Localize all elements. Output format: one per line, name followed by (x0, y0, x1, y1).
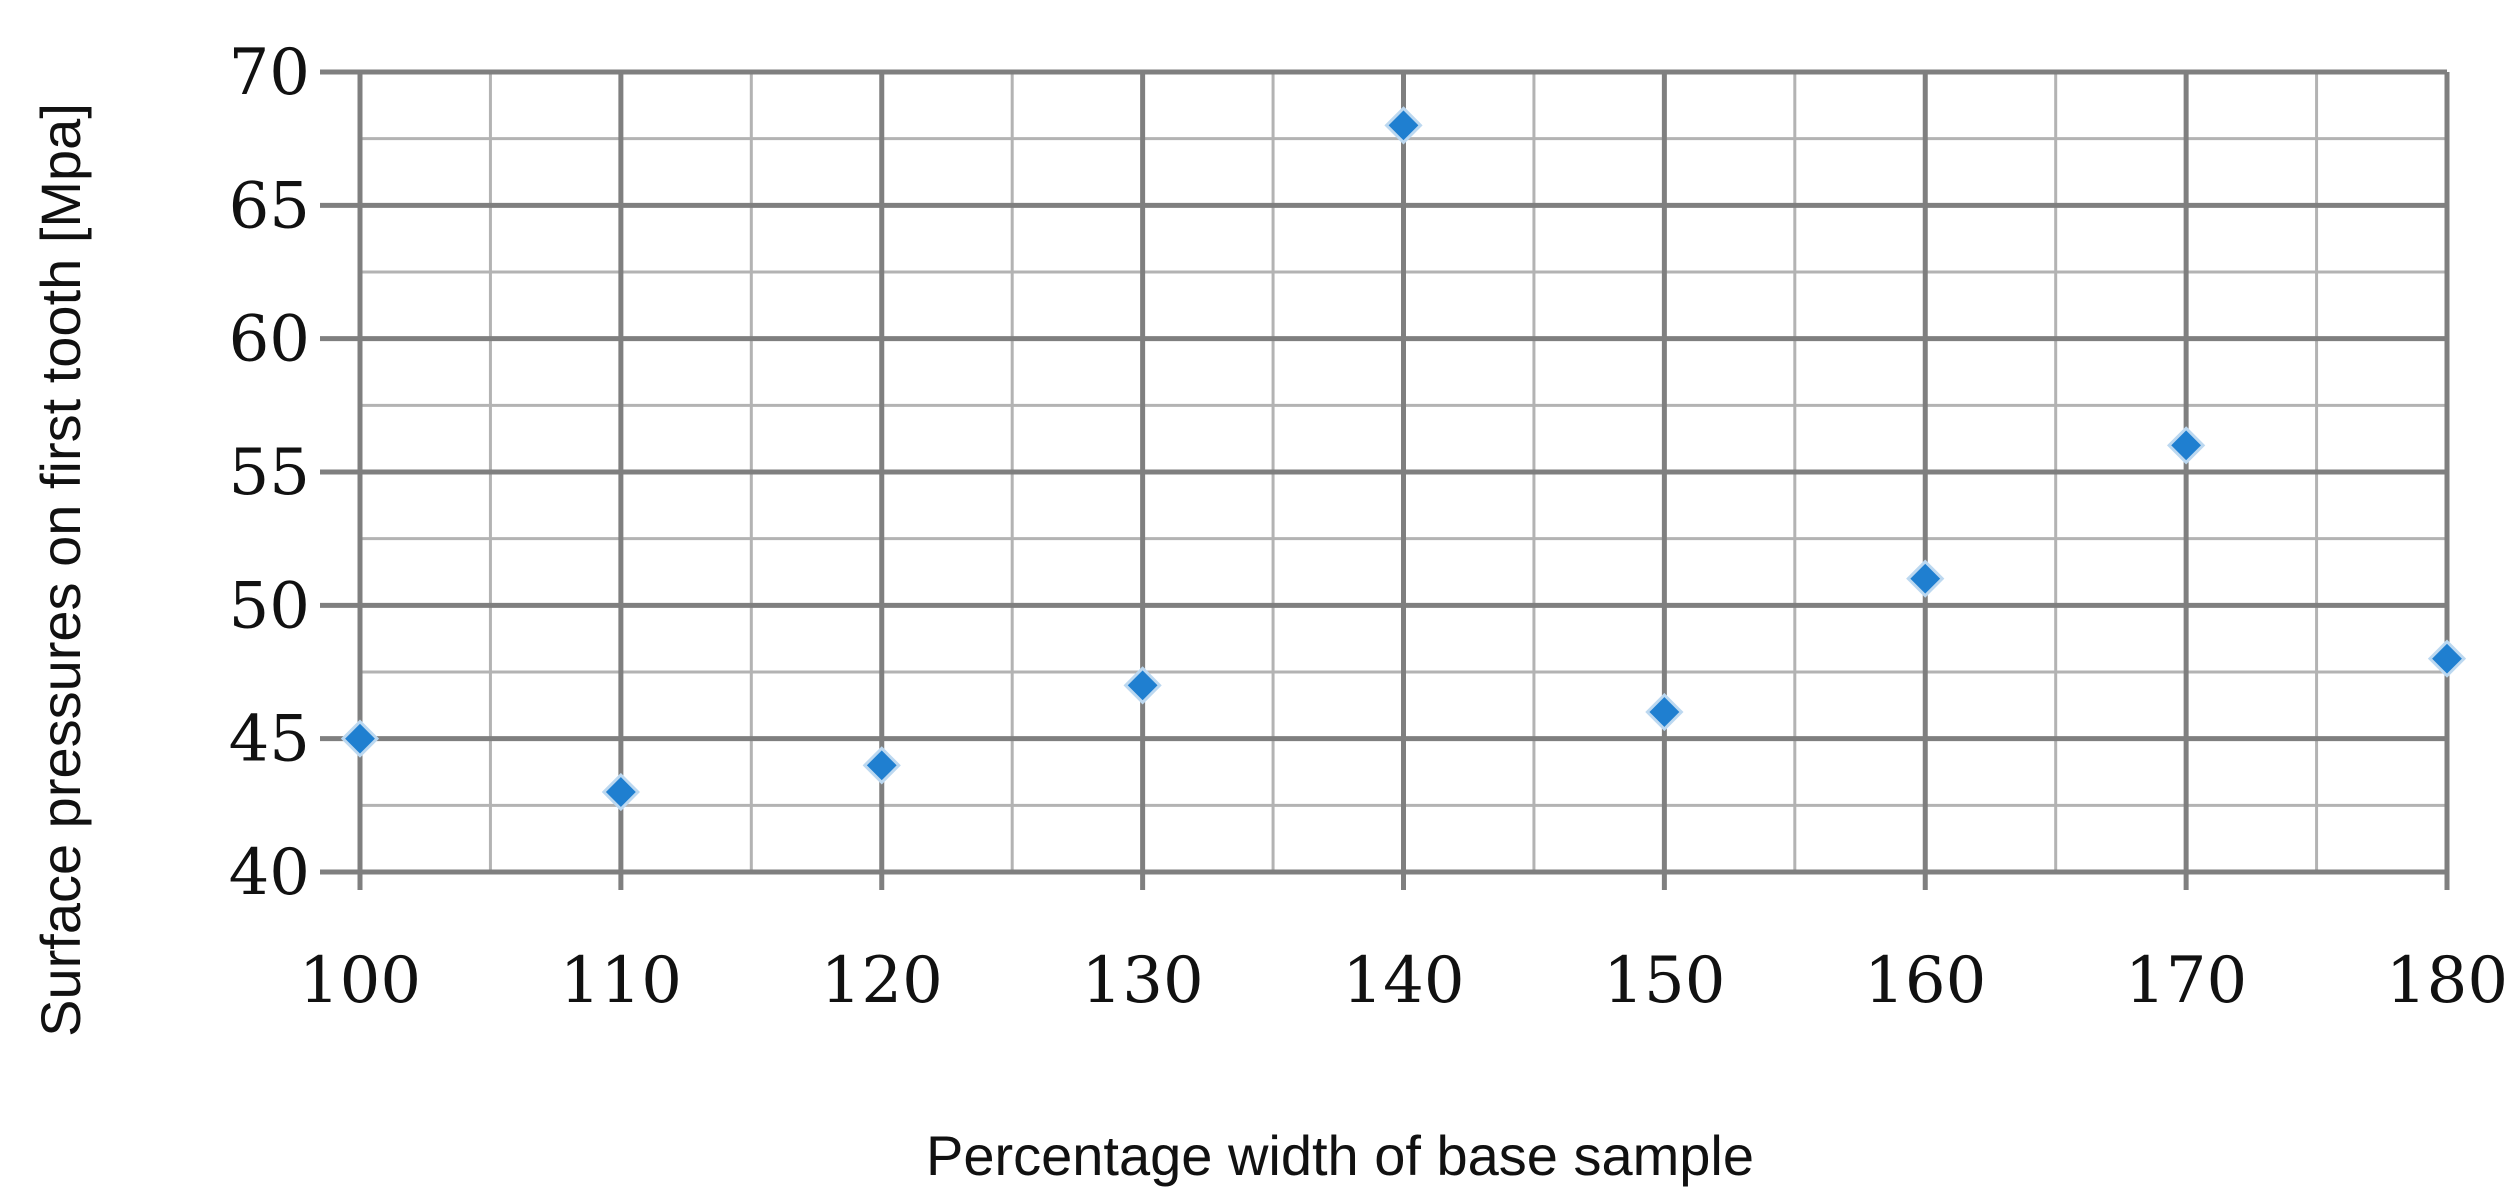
data-point (1906, 559, 1945, 598)
x-tick-label: 130 (1082, 944, 1204, 1018)
data-points (340, 106, 2467, 812)
x-tick-label: 140 (1342, 944, 1464, 1018)
y-tick-label: 50 (229, 569, 310, 643)
x-axis-title: Percentage width of base sample (926, 1124, 1754, 1187)
data-point (1645, 692, 1684, 732)
x-tick-label: 110 (560, 944, 682, 1018)
data-point (340, 719, 380, 758)
y-axis-title: Surface pressures on first tooth [Mpa] (29, 103, 92, 1037)
data-point (2167, 426, 2206, 465)
y-tick-label: 70 (229, 36, 310, 110)
y-axis-ticks: 40 45 50 55 60 65 70 (229, 36, 310, 910)
data-point (1123, 666, 1162, 705)
y-tick-label: 55 (229, 436, 310, 510)
y-tick-label: 60 (229, 303, 310, 377)
chart-grid (320, 69, 2450, 890)
data-point (601, 772, 640, 812)
x-tick-label: 150 (1603, 944, 1725, 1018)
x-tick-label: 180 (2386, 944, 2508, 1018)
x-axis-ticks: 100 110 120 130 140 150 160 170 180 (299, 944, 2508, 1018)
y-tick-label: 65 (229, 169, 310, 243)
y-tick-label: 45 (229, 703, 310, 777)
x-tick-label: 160 (1864, 944, 1986, 1018)
x-tick-label: 120 (821, 944, 943, 1018)
y-tick-label: 40 (229, 836, 310, 910)
x-tick-label: 100 (299, 944, 421, 1018)
data-point (1384, 106, 1423, 145)
data-point (2427, 639, 2467, 678)
data-point (862, 746, 901, 785)
x-tick-label: 170 (2125, 944, 2247, 1018)
